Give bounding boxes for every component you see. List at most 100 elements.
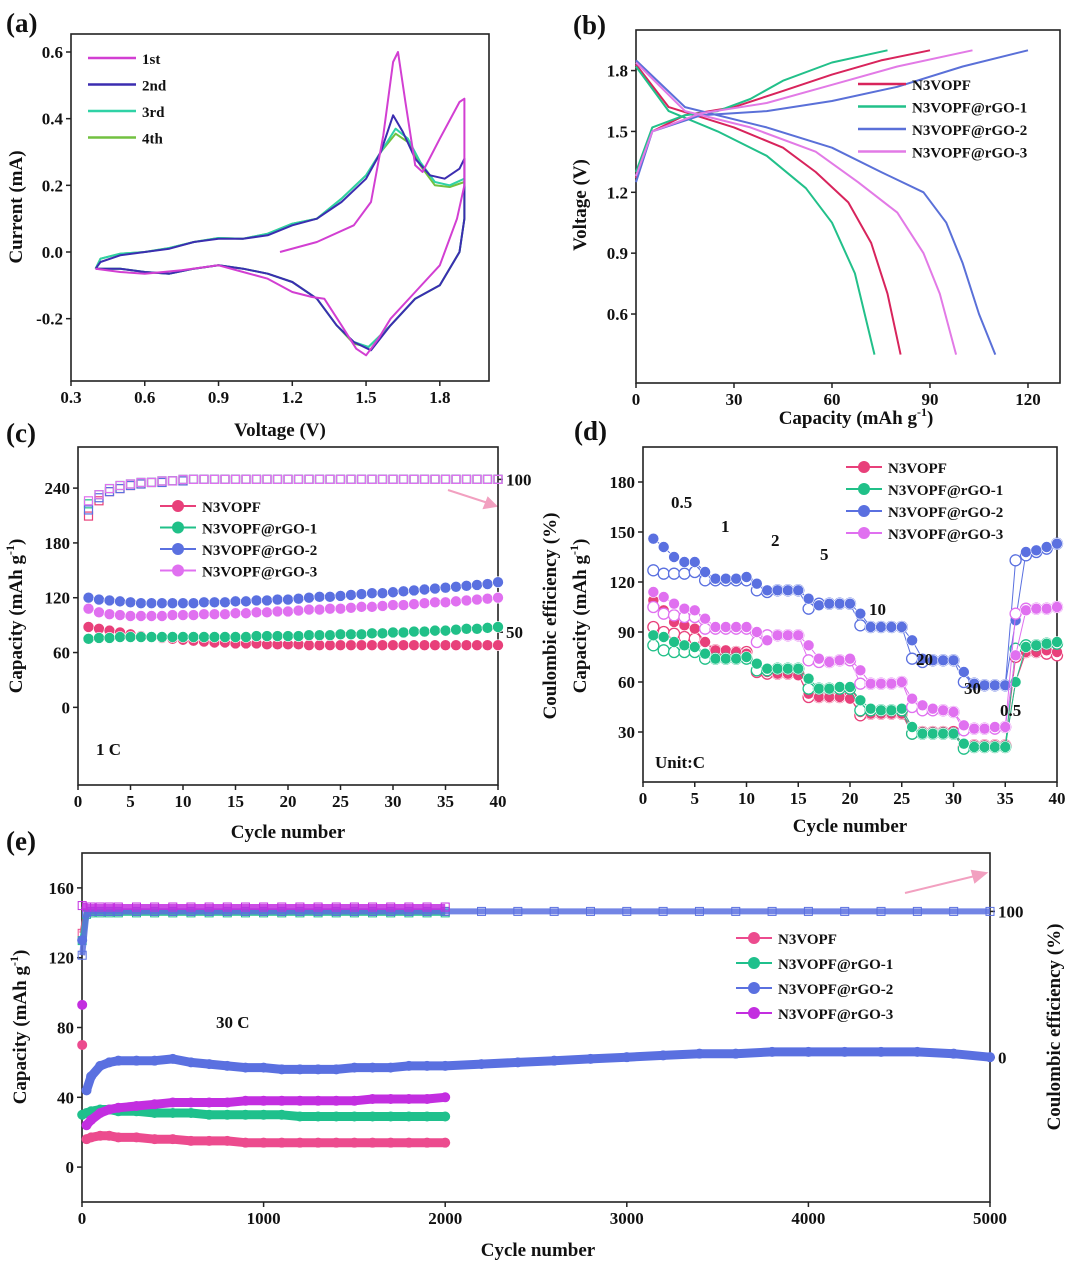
discharge-marker bbox=[1040, 602, 1053, 615]
capacity-marker bbox=[481, 578, 494, 590]
discharge-marker bbox=[730, 621, 742, 633]
panel-e-ylabel: Capacity (mAh g-1) bbox=[7, 950, 31, 1105]
capacity-marker bbox=[345, 639, 357, 652]
discharge-marker bbox=[792, 662, 805, 675]
capacity-marker bbox=[282, 593, 294, 606]
legend-item: N3VOPF@rGO-2 bbox=[858, 123, 1027, 139]
discharge-marker bbox=[792, 629, 805, 642]
panel-a-ylabel: Current (mA) bbox=[6, 150, 27, 263]
capacity-marker bbox=[408, 625, 420, 638]
legend-item: 1st bbox=[88, 52, 160, 68]
capacity-marker bbox=[694, 1048, 705, 1059]
capacity-marker bbox=[376, 627, 389, 640]
capacity-marker bbox=[271, 593, 284, 606]
legend-item: 3rd bbox=[88, 105, 165, 121]
capacity-marker bbox=[261, 606, 273, 619]
capacity-marker bbox=[366, 601, 378, 613]
discharge-marker bbox=[802, 672, 815, 685]
panel-c-arrow-icon bbox=[447, 489, 499, 510]
capacity-marker bbox=[429, 596, 441, 609]
capacity-marker bbox=[222, 1109, 233, 1120]
capacity-marker bbox=[261, 630, 273, 642]
capacity-marker bbox=[367, 1111, 378, 1122]
ce-marker bbox=[241, 474, 251, 484]
capacity-marker bbox=[471, 593, 483, 606]
ce-marker bbox=[314, 474, 325, 484]
capacity-marker bbox=[208, 608, 221, 620]
legend-label: 2nd bbox=[142, 79, 167, 95]
ce-marker bbox=[325, 474, 335, 484]
discharge-marker bbox=[833, 681, 846, 693]
panel-b-frame bbox=[635, 29, 1061, 384]
capacity-marker bbox=[95, 1060, 106, 1071]
capacity-marker bbox=[135, 610, 147, 622]
capacity-marker bbox=[385, 1094, 396, 1105]
capacity-marker bbox=[367, 1062, 378, 1073]
capacity-marker bbox=[250, 594, 263, 607]
discharge-marker bbox=[678, 602, 691, 615]
capacity-marker bbox=[367, 1094, 378, 1105]
ce-marker bbox=[186, 902, 196, 912]
capacity-marker bbox=[208, 596, 221, 609]
x-tick-label: 0 bbox=[639, 789, 648, 808]
discharge-marker bbox=[823, 682, 836, 695]
discharge-marker bbox=[719, 652, 732, 665]
discharge-curve bbox=[635, 61, 958, 355]
legend-label: N3VOPF@rGO-2 bbox=[202, 543, 317, 559]
discharge-marker bbox=[699, 647, 711, 660]
discharge-marker bbox=[719, 572, 732, 585]
panel-label-d: (d) bbox=[574, 416, 607, 446]
ce-marker bbox=[472, 474, 482, 484]
panel-label-a: (a) bbox=[6, 8, 37, 38]
discharge-marker bbox=[958, 666, 970, 678]
capacity-marker bbox=[77, 935, 88, 946]
x-tick-label: 0.9 bbox=[208, 388, 229, 407]
legend-label: N3VOPF bbox=[778, 932, 837, 948]
capacity-marker bbox=[313, 1111, 324, 1122]
capacity-marker bbox=[387, 599, 399, 611]
capacity-marker bbox=[492, 621, 504, 633]
x-tick-label: 25 bbox=[893, 789, 910, 808]
capacity-marker bbox=[82, 591, 95, 604]
capacity-marker bbox=[258, 1095, 269, 1106]
x-tick-label: 0 bbox=[78, 1209, 87, 1228]
capacity-marker bbox=[418, 639, 431, 652]
capacity-marker bbox=[185, 1097, 196, 1108]
capacity-marker bbox=[240, 1062, 251, 1073]
charge-marker bbox=[1009, 554, 1022, 567]
ce-marker bbox=[386, 902, 396, 912]
capacity-marker bbox=[258, 1062, 269, 1073]
panel-e-ylabel-end: ) bbox=[10, 950, 31, 956]
y-tick-label: 80 bbox=[57, 1019, 74, 1038]
capacity-marker bbox=[767, 1046, 778, 1057]
x-tick-label: 1000 bbox=[247, 1209, 281, 1228]
charge-marker bbox=[667, 609, 681, 622]
panel-d-legend: N3VOPF N3VOPF@rGO-1 N3VOPF@rGO-2 N3VOPF@rGO… bbox=[846, 461, 1003, 543]
capacity-marker bbox=[198, 596, 210, 609]
capacity-marker bbox=[124, 631, 137, 643]
panel-a-legend: 1st 2nd 3rd 4th bbox=[88, 52, 167, 148]
capacity-marker bbox=[313, 1137, 324, 1148]
charge-marker bbox=[854, 677, 867, 690]
discharge-marker bbox=[813, 682, 825, 695]
discharge-marker bbox=[709, 572, 722, 585]
ce-marker bbox=[146, 477, 157, 488]
capacity-marker bbox=[258, 1109, 269, 1120]
discharge-curve bbox=[635, 59, 997, 355]
legend-swatch-marker bbox=[748, 932, 760, 944]
capacity-marker bbox=[229, 607, 242, 620]
x-tick-label: 40 bbox=[1049, 789, 1066, 808]
capacity-marker bbox=[156, 597, 168, 610]
x-tick-label: 120 bbox=[1015, 390, 1041, 409]
capacity-marker bbox=[334, 590, 347, 602]
discharge-marker bbox=[999, 721, 1012, 733]
discharge-marker bbox=[699, 612, 711, 625]
capacity-marker bbox=[93, 606, 105, 619]
panel-a-axes: 0.3 0.6 0.9 1.2 1.5 1.8 -0.2 0.0 0.2 0.4 0.6 bbox=[36, 33, 490, 407]
ce-marker bbox=[731, 906, 741, 916]
discharge-marker bbox=[1030, 602, 1043, 615]
panel-label-c: (c) bbox=[6, 418, 36, 448]
panel-b-axes: 0 30 60 90 120 0.6 0.9 1.2 1.5 1.8 bbox=[607, 29, 1061, 409]
ce-marker bbox=[451, 474, 461, 484]
